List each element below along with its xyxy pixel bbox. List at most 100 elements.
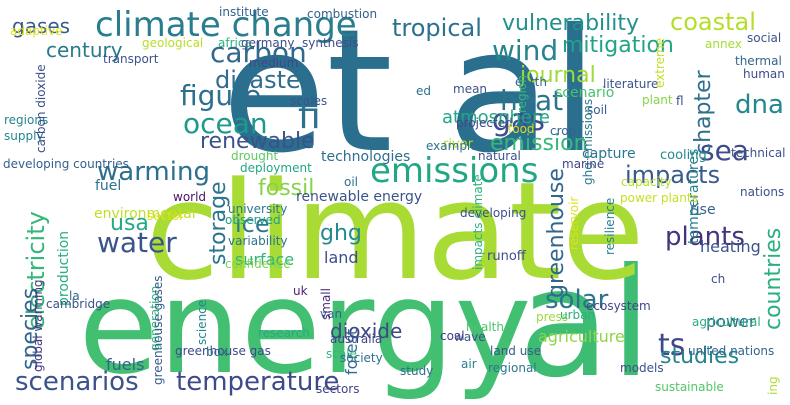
word-supply: supply xyxy=(4,129,44,143)
word-fuels: fuels xyxy=(106,355,144,374)
word-carbon-dioxide: carbon dioxide xyxy=(34,64,48,153)
word-ed: ed xyxy=(416,84,431,98)
word-example: example xyxy=(426,139,478,153)
word-uk: uk xyxy=(293,284,308,298)
word-river: river xyxy=(443,137,474,152)
word-figure: figure xyxy=(180,79,261,112)
word-university: university xyxy=(228,202,287,216)
word-emissions: emissions xyxy=(370,151,538,191)
word-impacts: impacts xyxy=(625,161,720,189)
word-air: air xyxy=(461,357,477,371)
word-research: research xyxy=(258,326,310,340)
word-capture: capture xyxy=(582,146,636,162)
word-developing: developing xyxy=(460,206,526,220)
word-generation: generation xyxy=(148,286,162,351)
word-van: van xyxy=(320,307,342,321)
word-heating: heating xyxy=(700,237,761,256)
word-disaster: disaster xyxy=(215,66,311,94)
word-greenhouse: greenhouse xyxy=(544,168,569,298)
word-sea: sea xyxy=(700,134,749,167)
word-countries: countries xyxy=(761,228,786,330)
word-combustion: combustion xyxy=(307,7,377,21)
word-dna: dna xyxy=(735,90,784,120)
word-century: century xyxy=(46,38,123,62)
word-fl: fl xyxy=(676,94,684,108)
word-small: small xyxy=(319,288,333,320)
word-regions: regions xyxy=(4,113,48,127)
word-scales: scales xyxy=(290,94,327,108)
word-warming: warming xyxy=(97,157,210,187)
word-rise: rise xyxy=(690,202,716,218)
word-ghg-emissions: ghg emissions xyxy=(581,99,595,185)
word-variability: variability xyxy=(228,234,288,248)
word-vulnerability: vulnerability xyxy=(502,11,639,36)
word-agricultural: agricultural xyxy=(692,315,761,329)
word-la: la xyxy=(69,289,80,303)
word-press: press xyxy=(536,310,568,324)
word-nations: nations xyxy=(740,185,784,199)
word-climate-change: climate change xyxy=(95,5,357,45)
word-forest: forest xyxy=(342,329,361,375)
word-africa: africa xyxy=(218,36,252,50)
word-surface: surface xyxy=(235,250,294,269)
word-world: world xyxy=(173,190,206,204)
word-fossil: fossil xyxy=(258,176,314,201)
word-coal: coal xyxy=(440,329,465,343)
word-environmental: environmental xyxy=(94,206,196,222)
word-ice: ice xyxy=(235,210,270,238)
word-sustainable: sustainable xyxy=(655,380,724,394)
word-capacity: capacity xyxy=(621,175,672,189)
word-crop: crop xyxy=(550,124,576,138)
word-resilience: resilience xyxy=(603,198,617,255)
word-dioxide: dioxide xyxy=(330,319,402,343)
word-science: science xyxy=(195,300,209,345)
word-climate: climate xyxy=(145,153,644,310)
word-observed: observed xyxy=(225,213,281,227)
word-adaptive: adaptive xyxy=(10,24,62,38)
word-carbon: carbon xyxy=(210,36,307,69)
word-cambridge: cambridge xyxy=(46,297,110,311)
word-food: food xyxy=(508,122,535,136)
word-mean: mean xyxy=(453,82,487,96)
word-studies: studies xyxy=(660,344,739,369)
word-box: box xyxy=(206,345,228,359)
word-ts: ts xyxy=(658,328,685,363)
word-fuel: fuel xyxy=(95,178,121,194)
word-confidence: confidence xyxy=(225,257,291,271)
word-global-warming: global warming xyxy=(31,279,45,372)
word-electricity: electricity xyxy=(22,211,50,330)
word-geological: geological xyxy=(142,36,203,50)
word-deployment: deployment xyxy=(240,161,312,175)
word-mitigation: mitigation xyxy=(562,33,674,58)
word-gases: gases xyxy=(12,14,70,38)
word-chapter: chapter xyxy=(691,69,716,155)
word-projected: projected xyxy=(456,116,513,130)
word-fi: fi xyxy=(298,96,321,137)
word-heat: heat xyxy=(500,84,563,117)
word-united-nations: united nations xyxy=(688,344,774,358)
word-soil: soil xyxy=(587,103,607,117)
word-ecosystem: ecosystem xyxy=(586,299,651,313)
word-social: social xyxy=(747,31,781,45)
word-ghg: ghg xyxy=(320,221,362,246)
word-thermal: thermal xyxy=(735,54,782,68)
word-germany: germany xyxy=(241,36,294,50)
word-study: study xyxy=(400,364,433,378)
word-transport: transport xyxy=(103,52,159,66)
word-power: power xyxy=(706,312,756,331)
word-agriculture: agriculture xyxy=(538,327,625,346)
word-marine: marine xyxy=(562,157,604,171)
word-atmosphere: atmosphere xyxy=(442,107,550,128)
word-developing-countries: developing countries xyxy=(3,157,129,171)
word-greenhouse-gases: greenhouse gases xyxy=(151,275,165,385)
word-regional: regional xyxy=(488,361,537,375)
word-models: models xyxy=(620,361,664,375)
word-drought: drought xyxy=(231,149,278,163)
word-technical: technical xyxy=(731,146,786,160)
word-runoff: runoff xyxy=(487,249,527,264)
word-ch: ch xyxy=(711,272,725,286)
word-production: production xyxy=(56,231,72,306)
word-impacts-climate: impacts climate xyxy=(471,174,485,270)
word-renewable: renewable xyxy=(200,129,315,154)
